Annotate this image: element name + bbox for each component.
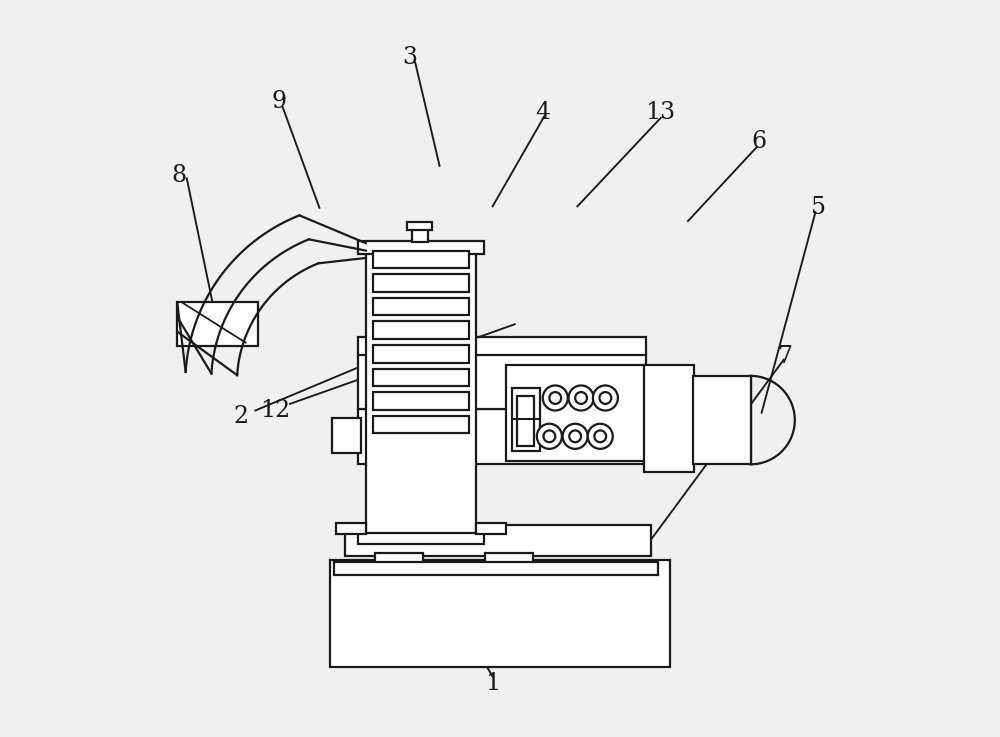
Text: 1: 1 (485, 671, 500, 695)
Text: 7: 7 (778, 345, 793, 368)
Bar (476, 523, 506, 534)
Bar (334, 562, 658, 575)
Circle shape (569, 385, 594, 411)
Bar (373, 345, 469, 363)
Circle shape (569, 430, 581, 442)
Bar (407, 222, 432, 230)
Text: 13: 13 (646, 100, 676, 124)
Bar (358, 354, 646, 409)
Bar (330, 560, 670, 667)
Circle shape (588, 424, 613, 449)
Bar (506, 365, 646, 461)
Bar (373, 392, 469, 410)
Text: 9: 9 (271, 90, 286, 113)
Bar (644, 418, 673, 453)
Text: 5: 5 (811, 196, 826, 220)
Bar (412, 228, 428, 242)
Bar (358, 409, 646, 464)
Bar (485, 553, 533, 564)
Text: 12: 12 (260, 399, 290, 422)
Bar (373, 298, 469, 315)
Text: 6: 6 (752, 130, 767, 153)
Bar (517, 396, 534, 446)
Circle shape (543, 430, 555, 442)
Bar (358, 533, 484, 544)
Bar (512, 388, 540, 451)
Bar (336, 523, 366, 534)
Text: 2: 2 (233, 405, 248, 428)
Text: 4: 4 (535, 100, 550, 124)
Circle shape (599, 392, 611, 404)
Bar (332, 418, 361, 453)
Bar (366, 252, 476, 539)
Bar (177, 302, 258, 346)
Circle shape (537, 424, 562, 449)
Circle shape (563, 424, 588, 449)
Circle shape (593, 385, 618, 411)
Circle shape (575, 392, 587, 404)
Bar (373, 416, 469, 433)
Circle shape (549, 392, 561, 404)
Bar (358, 241, 484, 254)
Bar (373, 321, 469, 339)
Text: 8: 8 (172, 164, 187, 187)
Bar (373, 251, 469, 268)
Bar (373, 274, 469, 292)
Bar (358, 337, 646, 355)
Bar (373, 368, 469, 386)
Text: 3: 3 (403, 46, 418, 69)
Circle shape (594, 430, 606, 442)
Bar (345, 525, 651, 556)
Bar (693, 376, 751, 464)
Circle shape (543, 385, 568, 411)
Bar (375, 553, 423, 564)
Bar (644, 365, 694, 472)
